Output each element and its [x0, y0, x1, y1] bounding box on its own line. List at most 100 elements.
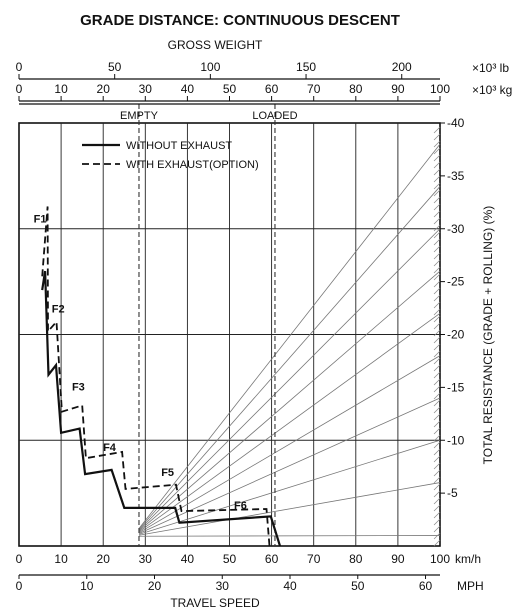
- top-kg-tick-label: 80: [349, 82, 363, 96]
- hatch-mark: [433, 532, 441, 540]
- hatch-mark: [433, 448, 441, 456]
- hatch-mark: [433, 266, 441, 274]
- x-kmh-tick-label: 50: [223, 552, 237, 566]
- top-kg-tick-label: 20: [97, 82, 111, 96]
- x-kmh-tick-label: 30: [139, 552, 153, 566]
- hatch-mark: [433, 483, 441, 491]
- gear-label: F6: [234, 500, 247, 512]
- hatch-mark: [433, 525, 441, 533]
- hatch-mark: [433, 280, 441, 288]
- hatch-mark: [433, 378, 441, 386]
- hatch-mark: [433, 140, 441, 148]
- chart-title: GRADE DISTANCE: CONTINUOUS DESCENT: [80, 12, 400, 29]
- hatch-mark: [433, 539, 441, 547]
- hatch-mark: [433, 413, 441, 421]
- gear-label: F3: [72, 382, 85, 394]
- hatch-mark: [433, 427, 441, 435]
- hatch-mark: [433, 133, 441, 141]
- hatch-mark: [433, 161, 441, 169]
- hatch-mark: [433, 371, 441, 379]
- top-kg-tick-label: 60: [265, 82, 279, 96]
- hatch-mark: [433, 420, 441, 428]
- hatch-mark: [433, 357, 441, 365]
- grade-line: [138, 186, 441, 530]
- hatch-mark: [433, 308, 441, 316]
- x-kmh-tick-label: 40: [181, 552, 195, 566]
- y-tick-label: -30: [447, 222, 465, 236]
- hatch-mark: [433, 287, 441, 295]
- hatch-mark: [433, 469, 441, 477]
- gear-label: F1: [34, 213, 47, 225]
- hatch-mark: [433, 154, 441, 162]
- y-tick-label: -5: [447, 486, 458, 500]
- weight-markers: EMPTY LOADED: [120, 104, 298, 546]
- hatch-mark: [433, 259, 441, 267]
- hatch-mark: [433, 231, 441, 239]
- hatch-mark: [433, 385, 441, 393]
- hatch-mark: [433, 462, 441, 470]
- x-kmh-tick-label: 20: [97, 552, 111, 566]
- hatch-mark: [433, 511, 441, 519]
- x-mph-tick-label: 30: [216, 579, 230, 593]
- top-kg-tick-label: 30: [139, 82, 153, 96]
- top-axis-lb-unit: ×10³ lb: [472, 61, 509, 75]
- grade-line: [138, 482, 441, 536]
- x-kmh-tick-label: 100: [430, 552, 450, 566]
- hatch-mark: [433, 441, 441, 449]
- series-line-with-exhaust: [41, 206, 271, 547]
- hatch-mark: [433, 322, 441, 330]
- grade-line: [138, 397, 441, 534]
- weight-marker-label: EMPTY: [120, 110, 159, 122]
- hatch-mark: [433, 175, 441, 183]
- hatch-mark: [433, 224, 441, 232]
- x-kmh-tick-label: 10: [54, 552, 68, 566]
- hatch-mark: [433, 147, 441, 155]
- hatch-mark: [433, 364, 441, 372]
- x-mph-tick-label: 50: [351, 579, 365, 593]
- x-kmh-tick-label: 90: [391, 552, 405, 566]
- top-kg-tick-label: 40: [181, 82, 195, 96]
- hatch-mark: [433, 476, 441, 484]
- grid: [19, 123, 440, 546]
- hatch-mark: [433, 490, 441, 498]
- hatch-mark: [433, 252, 441, 260]
- y-tick-label: -35: [447, 169, 465, 183]
- hatch-mark: [433, 504, 441, 512]
- top-kg-tick-label: 90: [391, 82, 405, 96]
- grade-line: [138, 535, 441, 537]
- legend: WITHOUT EXHAUST WITH EXHAUST(OPTION): [82, 140, 259, 171]
- hatch-mark: [433, 294, 441, 302]
- weight-marker-label: LOADED: [252, 110, 297, 122]
- gear-label: F4: [103, 442, 117, 454]
- grade-line: [138, 270, 441, 532]
- grade-lines: [138, 126, 441, 547]
- x-kmh-tick-label: 80: [349, 552, 363, 566]
- series-line-without-exhaust: [41, 270, 282, 547]
- hatch-mark: [433, 392, 441, 400]
- y-axis-title: TOTAL RESISTANCE (GRADE + ROLLING) (%): [481, 206, 495, 465]
- hatch-mark: [433, 399, 441, 407]
- hatch-mark: [433, 329, 441, 337]
- top-axis-kg-unit: ×10³ kg: [472, 83, 512, 97]
- y-tick-label: -40: [447, 116, 465, 130]
- hatch-mark: [433, 315, 441, 323]
- hatch-mark: [433, 406, 441, 414]
- legend-label: WITH EXHAUST(OPTION): [126, 159, 259, 171]
- hatch-mark: [433, 182, 441, 190]
- hatch-mark: [433, 301, 441, 309]
- grade-line: [138, 228, 441, 531]
- x-mph-tick-label: 0: [16, 579, 23, 593]
- y-tick-label: -10: [447, 433, 465, 447]
- hatch-mark: [433, 336, 441, 344]
- hatch-mark: [433, 203, 441, 211]
- legend-label: WITHOUT EXHAUST: [126, 140, 232, 152]
- grade-line: [138, 439, 441, 535]
- hatch-mark: [433, 350, 441, 358]
- x-kmh-tick-label: 0: [16, 552, 23, 566]
- top-lb-tick-label: 50: [108, 60, 122, 74]
- series-layer: [41, 206, 282, 547]
- y-tick-label: -15: [447, 380, 465, 394]
- top-axis-title: GROSS WEIGHT: [168, 38, 263, 52]
- top-kg-tick-label: 70: [307, 82, 321, 96]
